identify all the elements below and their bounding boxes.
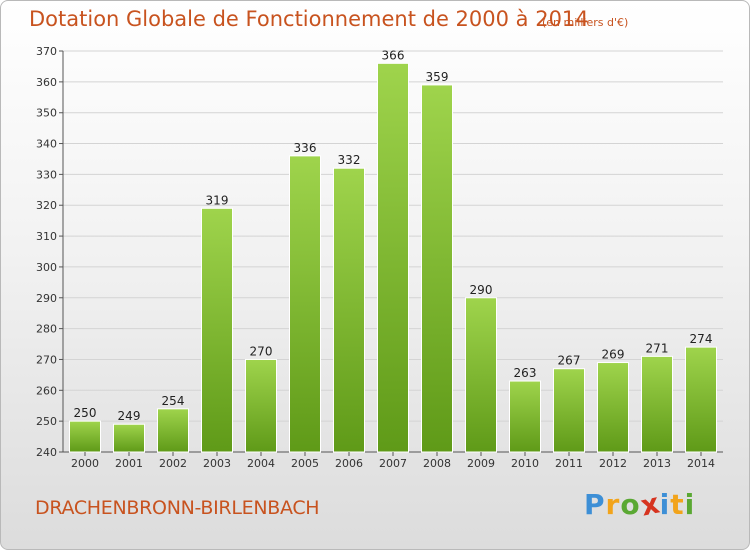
bar <box>201 207 233 453</box>
x-tick-label: 2000 <box>71 457 99 470</box>
data-label: 270 <box>250 344 273 358</box>
data-label: 366 <box>382 48 405 62</box>
y-tick-label: 350 <box>36 107 57 120</box>
x-tick-label: 2012 <box>599 457 627 470</box>
x-tick-label: 2010 <box>511 457 539 470</box>
x-tick-label: 2009 <box>467 457 495 470</box>
bar <box>245 358 277 453</box>
x-tick-label: 2007 <box>379 457 407 470</box>
x-tick-label: 2005 <box>291 457 319 470</box>
y-tick-label: 250 <box>36 415 57 428</box>
y-tick-label: 320 <box>36 199 57 212</box>
bar <box>597 362 629 453</box>
bar <box>113 423 145 453</box>
commune-name: DRACHENBRONN-BIRLENBACH <box>35 497 320 519</box>
bar <box>421 84 453 453</box>
data-label: 290 <box>470 283 493 297</box>
y-tick-label: 340 <box>36 138 57 151</box>
x-tick-label: 2003 <box>203 457 231 470</box>
x-tick-label: 2001 <box>115 457 143 470</box>
y-tick-label: 360 <box>36 76 57 89</box>
y-tick-label: 290 <box>36 292 57 305</box>
y-tick-label: 240 <box>36 446 57 459</box>
data-label: 319 <box>206 193 229 207</box>
data-label: 332 <box>338 153 361 167</box>
y-tick-label: 330 <box>36 168 57 181</box>
data-label: 269 <box>602 348 625 362</box>
x-tick-label: 2004 <box>247 457 275 470</box>
logo-letter: i <box>659 488 671 521</box>
data-label: 267 <box>558 354 581 368</box>
bar <box>553 368 585 453</box>
x-tick-label: 2002 <box>159 457 187 470</box>
data-label: 274 <box>690 332 713 346</box>
data-label: 254 <box>162 394 185 408</box>
x-tick-label: 2008 <box>423 457 451 470</box>
bar <box>377 62 409 453</box>
x-tick-label: 2014 <box>687 457 715 470</box>
bar <box>69 420 101 453</box>
y-tick-label: 370 <box>36 45 57 58</box>
bar <box>509 380 541 453</box>
logo-letter: o <box>620 488 641 521</box>
logo-letter: t <box>670 488 685 521</box>
data-label: 263 <box>514 366 537 380</box>
bar <box>641 355 673 453</box>
logo-letter: i <box>684 488 696 521</box>
bar <box>465 297 497 453</box>
logo-letter: r <box>605 488 621 521</box>
x-tick-label: 2006 <box>335 457 363 470</box>
y-tick-label: 310 <box>36 230 57 243</box>
data-label: 336 <box>294 141 317 155</box>
data-label: 250 <box>74 406 97 420</box>
bar <box>289 155 321 453</box>
data-label: 271 <box>646 341 669 355</box>
y-tick-label: 260 <box>36 384 57 397</box>
bar <box>157 408 189 453</box>
bar <box>333 167 365 453</box>
y-tick-label: 280 <box>36 323 57 336</box>
bar <box>685 346 717 453</box>
chart-subtitle: (en milliers d'€) <box>542 16 629 29</box>
y-tick-label: 300 <box>36 261 57 274</box>
data-label: 249 <box>118 409 141 423</box>
proxiti-logo: Proxiti <box>584 486 696 522</box>
y-tick-label: 270 <box>36 353 57 366</box>
x-tick-label: 2011 <box>555 457 583 470</box>
data-label: 359 <box>426 70 449 84</box>
logo-letter: P <box>584 488 606 521</box>
chart-title: Dotation Globale de Fonctionnement de 20… <box>29 7 589 31</box>
x-tick-label: 2013 <box>643 457 671 470</box>
